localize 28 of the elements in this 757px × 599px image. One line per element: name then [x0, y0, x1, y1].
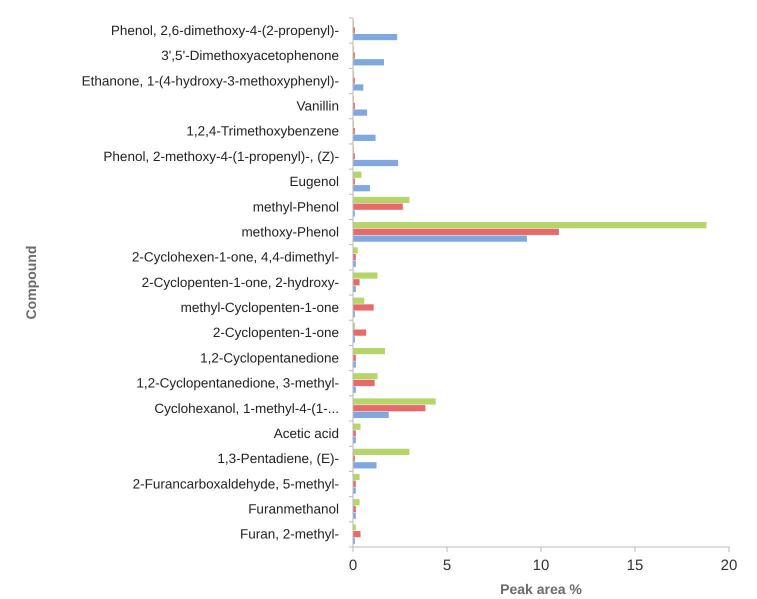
x-tick-label: 0: [348, 557, 358, 574]
y-tick-label: Cyclohexanol, 1-methyl-4-(1-...: [154, 400, 339, 416]
y-tick-label: Furan, 2-methyl-: [240, 526, 339, 542]
y-tick-label: 1,3-Pentadiene, (E)-: [217, 451, 339, 466]
x-tick-label: 15: [626, 557, 644, 574]
y-tick-label: Acetic acid: [274, 426, 339, 441]
y-axis-title: Compound: [23, 246, 39, 320]
x-tick-label: 10: [532, 557, 550, 574]
y-tick-label: 2-Cyclopenten-1-one: [212, 325, 339, 340]
y-tick-label: Ethanone, 1-(4-hydroxy-3-methoxyphenyl)-: [82, 73, 339, 88]
y-tick-label: methoxy-Phenol: [241, 224, 339, 240]
y-tick-label: 2-Furancarboxaldehyde, 5-methyl-: [132, 476, 339, 492]
x-axis-title: Peak area %: [500, 581, 582, 597]
y-tick-label: 2-Cyclohexen-1-one, 4,4-dimethyl-: [132, 250, 339, 265]
y-tick-label: 1,2-Cyclopentanedione: [200, 350, 339, 366]
y-tick-label: Phenol, 2,6-dimethoxy-4-(2-propenyl)-: [110, 22, 339, 38]
y-tick-label: Furanmethanol: [248, 502, 339, 517]
y-tick-label: 3',5'-Dimethoxyacetophenone: [161, 48, 339, 64]
y-tick-label: methyl-Phenol: [252, 199, 339, 214]
y-tick-label: Eugenol: [289, 174, 339, 190]
x-tick-label: 5: [442, 557, 452, 574]
y-tick-label: 1,2-Cyclopentanedione, 3-methyl-: [136, 376, 339, 391]
y-tick-label: Phenol, 2-methoxy-4-(1-propenyl)-, (Z)-: [103, 148, 339, 164]
y-tick-label: methyl-Cyclopenten-1-one: [180, 300, 339, 316]
y-tick-label: 2-Cyclopenten-1-one, 2-hydroxy-: [142, 274, 339, 290]
x-tick-label: 20: [720, 557, 738, 574]
y-tick-label: 1,2,4-Trimethoxybenzene: [186, 124, 339, 139]
y-tick-label: Vanillin: [296, 98, 339, 114]
